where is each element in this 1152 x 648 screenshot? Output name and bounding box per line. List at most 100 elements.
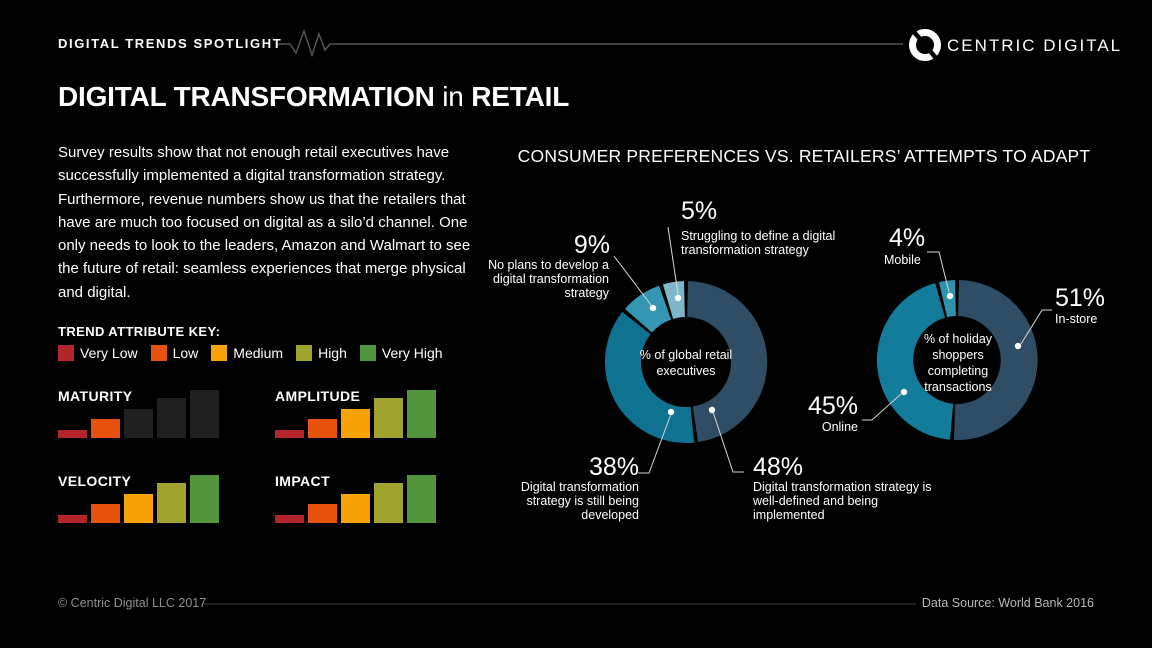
legend-item-medium: Medium (211, 345, 283, 361)
segment-label-5: Struggling to define a digital transform… (681, 229, 836, 257)
callout-dot-45pct (900, 388, 908, 396)
trend-chart-bars (58, 475, 219, 523)
trend-chart-label: IMPACT (275, 473, 331, 489)
donut-center-label-executives: % of global retail executives (639, 348, 733, 378)
segment-label-9: No plans to develop a digital transforma… (488, 258, 609, 300)
segment-pct-45: 45% (807, 392, 858, 420)
intro-paragraph: Survey results show that not enough reta… (58, 144, 471, 301)
segment-pct-9: 9% (573, 231, 610, 259)
trend-key-legend: Very Low Low Medium High Very High (58, 345, 443, 361)
comparison-title: CONSUMER PREFERENCES VS. RETAILERS’ ATTE… (517, 146, 1091, 166)
trend-bar (275, 515, 304, 523)
trend-bar (58, 515, 87, 523)
legend-swatch (150, 345, 167, 361)
callout-dots-left (649, 294, 716, 416)
trend-bar (91, 419, 120, 438)
callout-dot-4pct (946, 292, 954, 300)
page-title-connector: in (442, 81, 464, 112)
trend-chart-bars (275, 390, 436, 438)
donut-chart-shoppers (876, 280, 1038, 440)
legend-label: Medium (233, 345, 284, 361)
page-title-suffix: RETAIL (471, 81, 570, 112)
callout-dot-38pct (667, 408, 675, 416)
legend-label: High (318, 345, 347, 361)
trend-bar (407, 390, 436, 438)
legend-item-very-low: Very Low (58, 345, 138, 361)
donut-segment-45% (876, 283, 954, 440)
brand-logo-icon (909, 29, 941, 61)
legend-item-low: Low (150, 345, 199, 361)
trend-bar (157, 483, 186, 523)
page-title: DIGITAL TRANSFORMATION in RETAIL (58, 81, 569, 113)
callout-line-51pct (1020, 309, 1052, 345)
legend-label: Low (172, 345, 199, 361)
donut-segment-4% (939, 280, 956, 318)
segment-label-4: Mobile (884, 253, 921, 267)
brand-name: CENTRIC DIGITAL (947, 36, 1123, 55)
donut-center-label-shoppers: % of holiday shoppers completing transac… (923, 332, 993, 394)
trend-chart-amplitude: AMPLITUDE (275, 388, 439, 438)
segment-label-38: Digital transformation strategy is still… (520, 480, 639, 522)
trend-chart-label: MATURITY (58, 388, 133, 404)
callout-lines-left (613, 226, 744, 474)
callout-dots-right (900, 292, 1022, 396)
segment-pct-4: 4% (889, 224, 926, 252)
segment-label-51: In-store (1055, 312, 1098, 326)
segment-pct-51: 51% (1055, 284, 1106, 312)
donut-segment-9% (624, 285, 672, 333)
trend-bar (407, 475, 436, 523)
legend-item-very-high: Very High (359, 345, 443, 361)
data-source-text: Data Source: World Bank 2016 (921, 596, 1094, 610)
callout-lines-right (862, 251, 1052, 421)
trend-bar (341, 494, 370, 523)
segment-pct-48: 48% (753, 453, 804, 481)
trend-chart-bars (275, 475, 436, 523)
legend-swatch (296, 345, 313, 361)
trend-bar (157, 398, 186, 438)
trend-chart-velocity: VELOCITY (58, 473, 222, 523)
segment-pct-38: 38% (588, 453, 639, 481)
trend-bar (124, 494, 153, 523)
trend-bar (275, 430, 304, 438)
segment-label-48: Digital transformation strategy is well-… (753, 480, 932, 522)
trend-bar (58, 430, 87, 438)
legend-item-high: High (296, 345, 347, 361)
trend-chart-label: AMPLITUDE (275, 388, 361, 404)
heartbeat-line (278, 28, 903, 58)
callout-line-9pct (613, 255, 652, 306)
segment-pct-5: 5% (681, 197, 718, 225)
trend-bar (341, 409, 370, 438)
trend-bar (190, 475, 219, 523)
trend-key-title: TREND ATTRIBUTE KEY: (58, 324, 221, 339)
legend-swatch (211, 345, 228, 361)
legend-label: Very Low (80, 345, 138, 361)
trend-chart-label: VELOCITY (58, 473, 132, 489)
donut-segment-51% (953, 280, 1038, 440)
copyright-text: © Centric Digital LLC 2017 (58, 596, 207, 610)
trend-bar (374, 483, 403, 523)
trend-chart-bars (58, 390, 219, 438)
trend-bar (374, 398, 403, 438)
trend-chart-impact: IMPACT (275, 473, 439, 523)
callout-line-38pct (638, 413, 672, 474)
trend-bar (308, 504, 337, 523)
callout-dot-48pct (708, 406, 716, 414)
page-title-main: DIGITAL TRANSFORMATION (58, 81, 435, 112)
header-label: DIGITAL TRENDS SPOTLIGHT (58, 36, 283, 51)
callout-line-48pct (712, 411, 744, 473)
trend-bar (124, 409, 153, 438)
legend-swatch (359, 345, 376, 361)
callout-line-45pct (862, 393, 902, 421)
callout-dot-51pct (1014, 342, 1022, 350)
donut-segment-48% (687, 281, 768, 443)
trend-bar (91, 504, 120, 523)
legend-swatch (58, 345, 74, 361)
callout-dot-9pct (649, 304, 657, 312)
callout-dot-5pct (674, 294, 682, 302)
segment-label-45: Online (821, 420, 858, 434)
trend-bar (308, 419, 337, 438)
trend-bar (190, 390, 219, 438)
legend-label: Very High (381, 345, 443, 361)
